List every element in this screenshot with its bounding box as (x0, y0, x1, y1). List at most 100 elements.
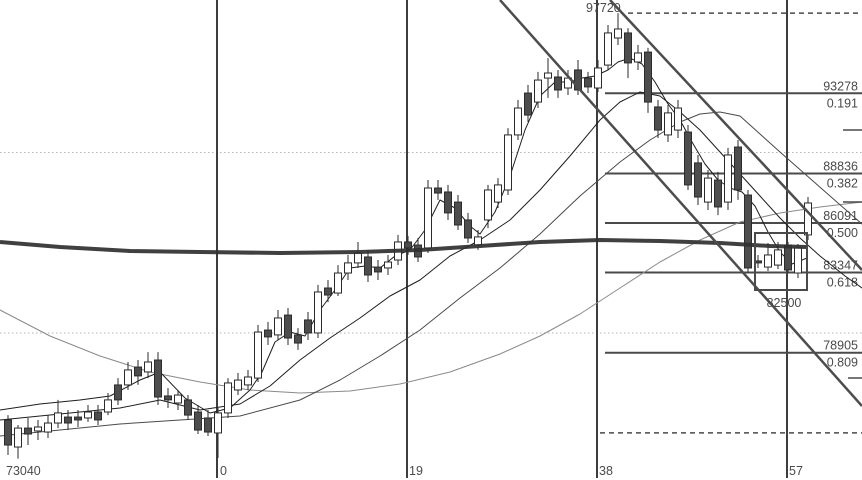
candle-down (24, 417, 32, 446)
candle-body (504, 134, 512, 191)
candle-body (74, 416, 82, 421)
candle-up (354, 241, 362, 268)
candle-body (444, 191, 452, 214)
candle-down (554, 69, 562, 98)
fib-price-label: 78905 (823, 339, 858, 353)
candle-down (264, 321, 272, 346)
fib-ratio-label: 0.191 (827, 96, 858, 110)
x-axis-label: 0 (220, 464, 227, 478)
trendlines (499, 0, 862, 407)
candle-body (514, 107, 522, 136)
fib-ratio-label: 0.382 (827, 176, 858, 190)
ma-long-term (0, 238, 808, 255)
candle-body (114, 384, 122, 401)
candles (4, 13, 812, 459)
candle-body (174, 394, 182, 404)
candle-body (164, 395, 172, 401)
candle-body (224, 382, 232, 414)
candle-down (584, 71, 592, 94)
candle-up (314, 284, 322, 338)
candle-body (354, 252, 362, 264)
candle-down (444, 184, 452, 220)
candle-body (584, 77, 592, 88)
candle-down (64, 410, 72, 431)
candle-body (344, 262, 352, 274)
fibonacci-levels: 932780.191888360.382860910.500833470.618… (600, 12, 862, 434)
candle-down (324, 280, 332, 303)
candle-body (104, 399, 112, 413)
candle-body (4, 419, 12, 446)
candle-up (14, 425, 22, 459)
candle-body (124, 369, 132, 386)
candle-body (94, 411, 102, 421)
candle-body (654, 106, 662, 131)
candle-up (344, 254, 352, 281)
candle-down (284, 308, 292, 346)
candle-down (644, 47, 652, 113)
descending-trendline (609, 0, 862, 271)
candle-down (464, 212, 472, 244)
candle-body (314, 291, 322, 334)
candle-body (54, 412, 62, 424)
descending-trendline (499, 0, 862, 407)
fib-ratio-label: 0.809 (827, 356, 858, 370)
candle-up (594, 60, 602, 92)
candle-body (64, 416, 72, 424)
candle-down (624, 28, 632, 79)
candle-up (54, 399, 62, 429)
candle-body (644, 51, 652, 103)
candle-body (364, 256, 372, 276)
candle-body (574, 69, 582, 91)
candle-up (634, 45, 642, 70)
candle-body (134, 366, 142, 377)
candle-body (24, 427, 32, 435)
candle-body (404, 241, 412, 249)
candle-up (224, 378, 232, 418)
candle-down (4, 415, 12, 455)
candle-body (634, 52, 642, 63)
candle-body (154, 359, 162, 398)
candle-body (244, 376, 252, 386)
candle-body (534, 79, 542, 103)
candle-body (284, 314, 292, 339)
candle-body (624, 32, 632, 64)
candle-down (294, 328, 302, 350)
candle-body (554, 76, 562, 91)
candle-down (734, 139, 742, 200)
candle-down (204, 410, 212, 437)
candle-body (484, 189, 492, 221)
candle-body (214, 412, 222, 434)
candle-body (434, 187, 442, 194)
support-zone-box (754, 232, 808, 291)
candle-body (704, 177, 712, 203)
candle-up (104, 393, 112, 416)
candle-body (694, 162, 702, 198)
candle-down (434, 180, 442, 200)
fib-price-label: 93278 (823, 79, 858, 93)
candle-up (614, 13, 622, 46)
candle-body (264, 329, 272, 338)
candle-body (794, 247, 802, 274)
candle-down (684, 125, 692, 190)
candle-body (144, 361, 152, 373)
candle-body (594, 67, 602, 89)
candle-body (454, 201, 462, 226)
candle-up (34, 419, 42, 440)
ma-medium (0, 91, 862, 421)
candle-up (674, 99, 682, 138)
candle-down (304, 312, 312, 340)
ma-fast (0, 57, 808, 414)
candle-up (174, 389, 182, 411)
candle-up (44, 415, 52, 438)
candle-body (304, 319, 312, 334)
candle-body (544, 72, 552, 79)
candle-down (114, 378, 122, 405)
candle-body (614, 28, 622, 39)
candle-body (294, 334, 302, 344)
candle-down (194, 404, 202, 435)
candle-body (44, 422, 52, 433)
candle-up (534, 71, 542, 109)
candle-up (664, 104, 672, 142)
